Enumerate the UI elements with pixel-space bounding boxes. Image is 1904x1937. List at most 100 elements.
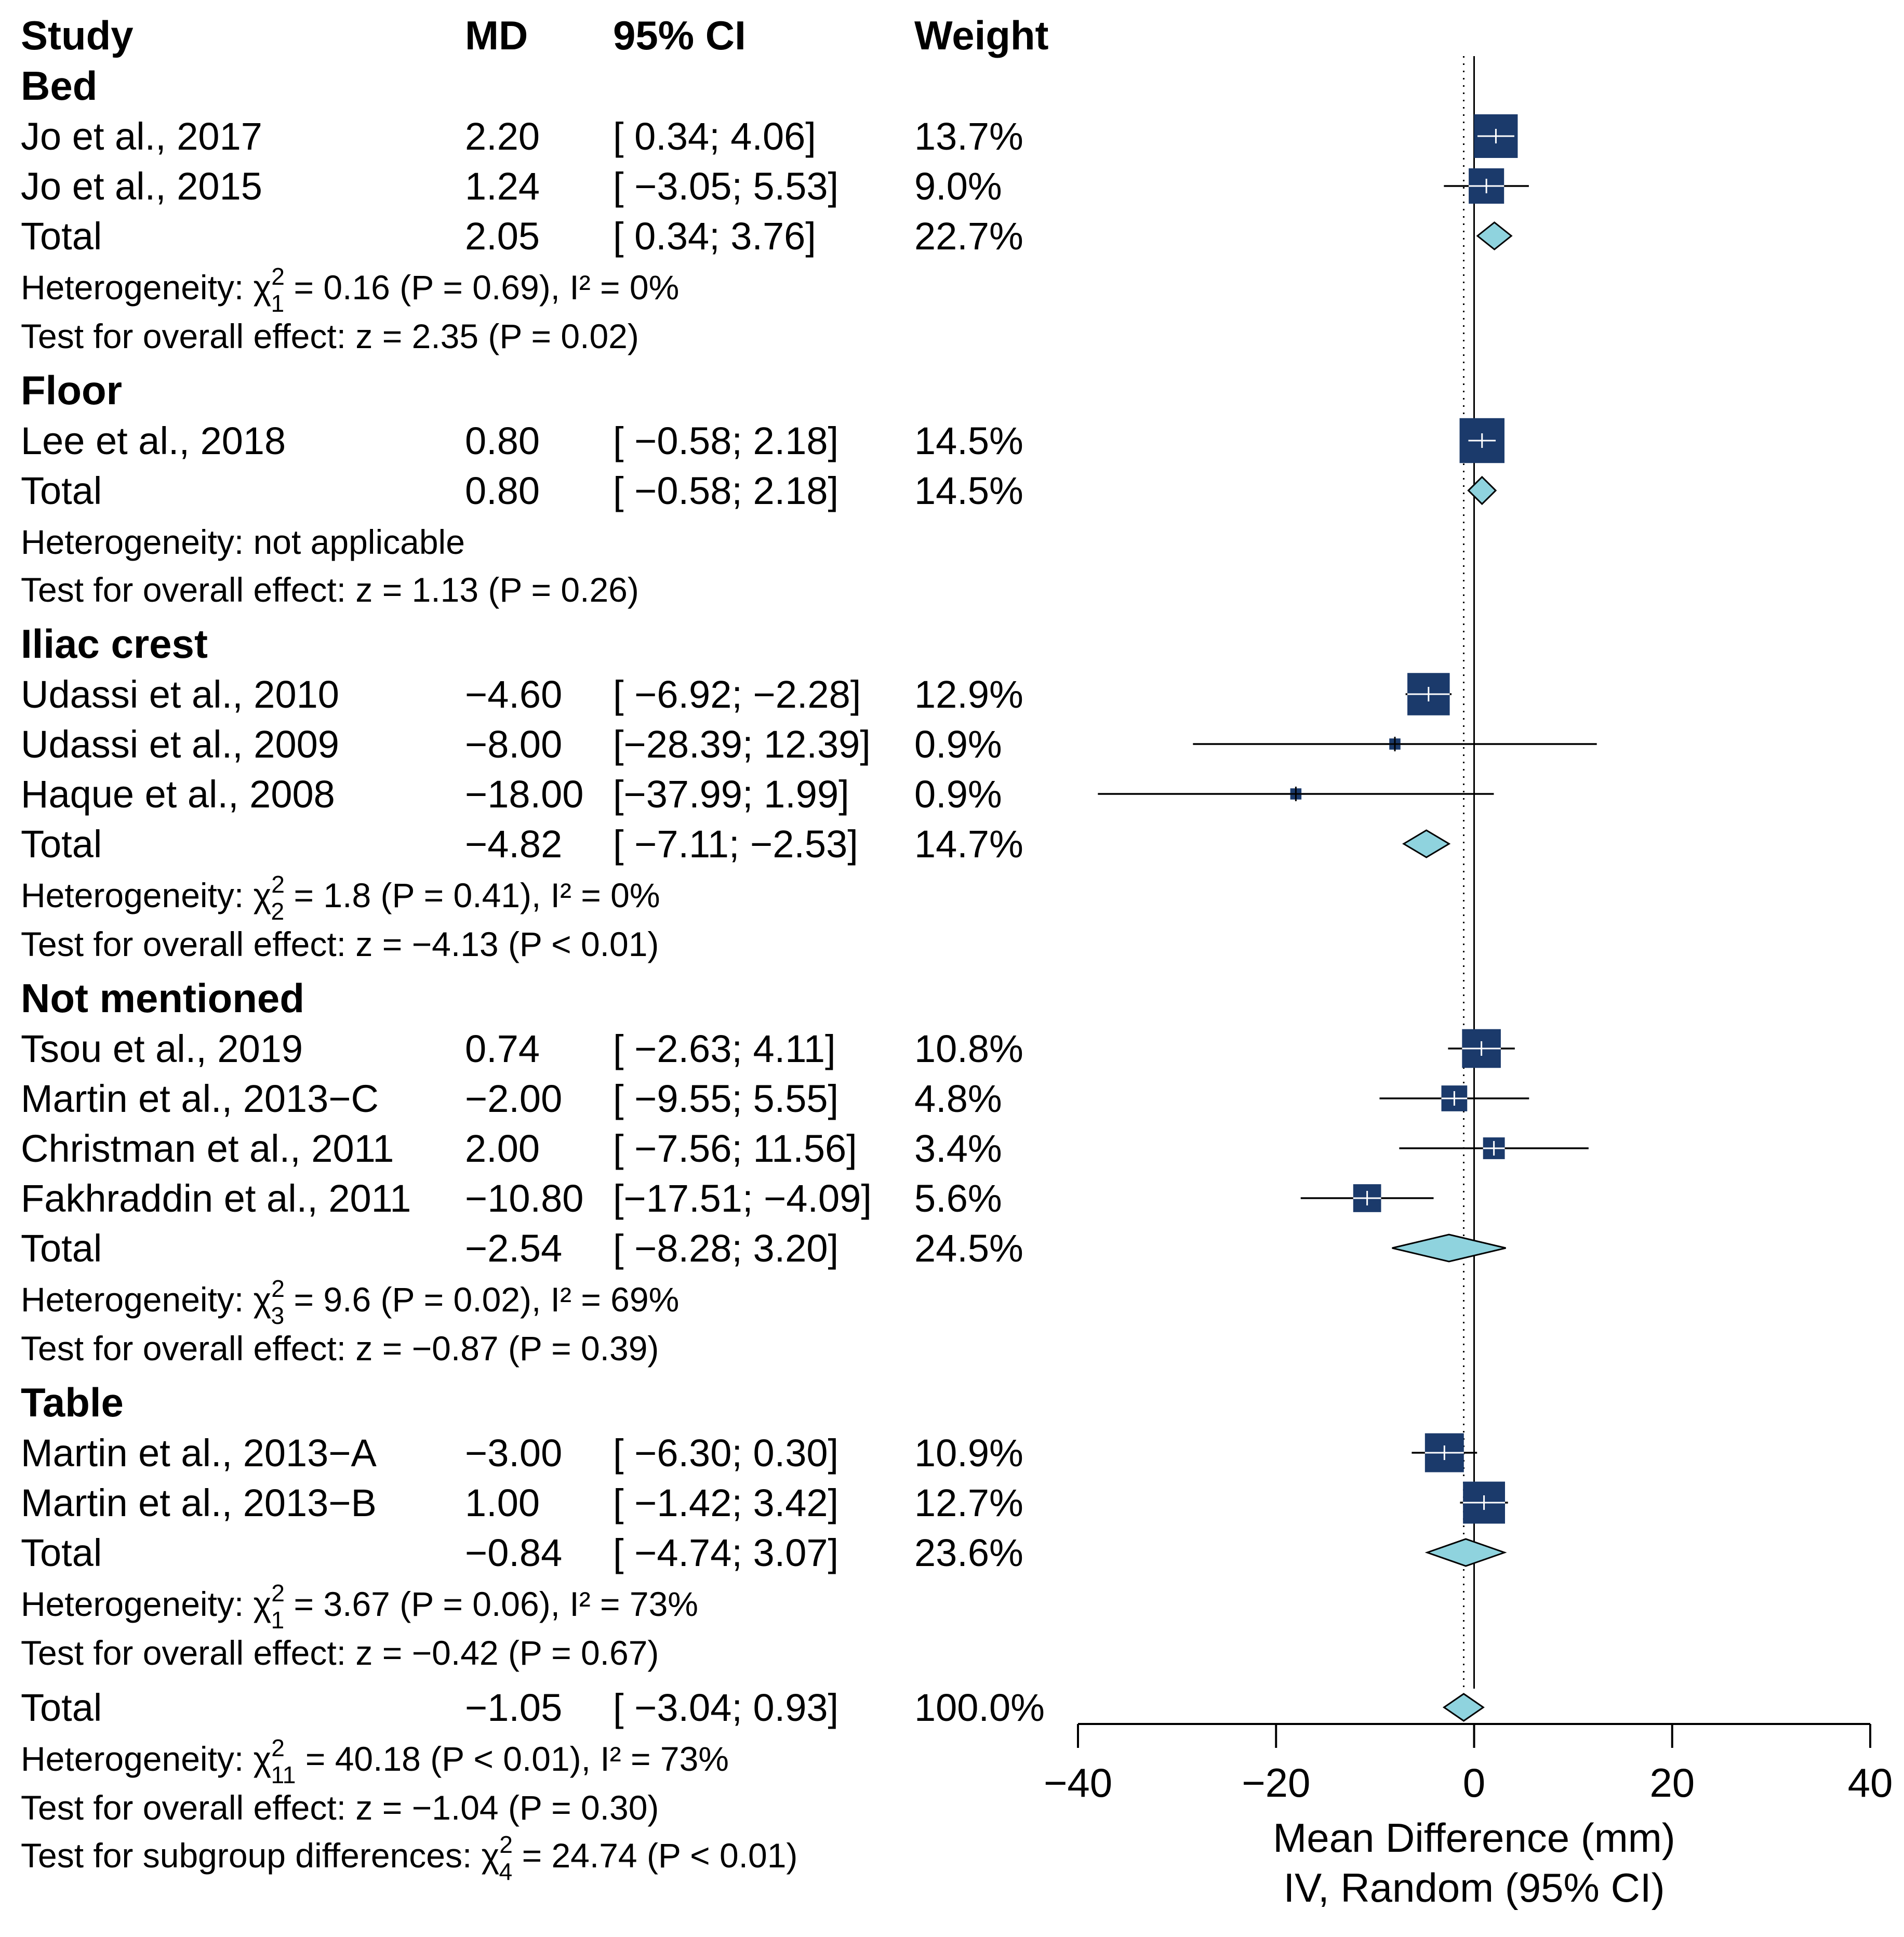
total-ci: [ −8.28; 3.20]: [613, 1227, 838, 1270]
heterogeneity-values: = 24.74 (P < 0.01): [512, 1836, 797, 1875]
study-md: −3.00: [465, 1431, 562, 1475]
chi-superscript: 2: [271, 1275, 285, 1302]
chi-superscript: 2: [271, 871, 285, 898]
total-name: Total: [21, 469, 102, 512]
study-name: Martin et al., 2013−B: [21, 1481, 377, 1524]
heterogeneity-values: = 40.18 (P < 0.01), I² = 73%: [296, 1740, 728, 1778]
total-ci: [ −4.74; 3.07]: [613, 1531, 838, 1574]
x-tick-label: 20: [1649, 1760, 1695, 1806]
study-weight: 12.9%: [914, 673, 1023, 716]
total-ci: [ −7.11; −2.53]: [613, 822, 858, 866]
total-name: Total: [21, 1227, 102, 1270]
heterogeneity-text: Test for subgroup differences: χ2 4 = 24.…: [21, 1831, 797, 1885]
chi-superscript: 2: [271, 1734, 285, 1761]
study-name: Jo et al., 2015: [21, 165, 262, 208]
study-ci: [−17.51; −4.09]: [613, 1177, 872, 1220]
chi-superscript: 2: [271, 1580, 285, 1607]
study-ci: [−28.39; 12.39]: [613, 723, 871, 766]
subgroup-heading: Not mentioned: [21, 975, 304, 1021]
test-note: Test for overall effect: z = −1.04 (P = …: [21, 1788, 659, 1827]
chi-subscript: 1: [271, 1607, 285, 1634]
heterogeneity-values: = 3.67 (P = 0.06), I² = 73%: [284, 1585, 698, 1623]
subgroup-heading: Bed: [21, 63, 97, 109]
study-name: Martin et al., 2013−C: [21, 1077, 379, 1120]
study-ci: [ −1.42; 3.42]: [613, 1481, 838, 1524]
total-weight: 23.6%: [914, 1531, 1023, 1574]
total-ci: [ 0.34; 3.76]: [613, 215, 816, 258]
heterogeneity-text: Heterogeneity: χ2 3 = 9.6 (P = 0.02), I² …: [21, 1275, 679, 1329]
study-weight: 5.6%: [914, 1177, 1002, 1220]
heterogeneity-label: Heterogeneity: χ: [21, 1585, 271, 1623]
subgroup-heading: Floor: [21, 367, 122, 413]
x-tick-label: 0: [1463, 1760, 1485, 1806]
study-ci: [ −9.55; 5.55]: [613, 1077, 838, 1120]
study-ci: [ 0.34; 4.06]: [613, 115, 816, 158]
total-ci: [ −0.58; 2.18]: [613, 469, 838, 512]
study-weight: 0.9%: [914, 723, 1002, 766]
total-md: 2.05: [465, 215, 540, 258]
total-weight: 14.5%: [914, 469, 1023, 512]
study-weight: 9.0%: [914, 165, 1002, 208]
total-md: 0.80: [465, 469, 540, 512]
header-study: Study: [21, 12, 134, 58]
total-md: −4.82: [465, 822, 562, 866]
chi-subscript: 1: [271, 290, 285, 317]
pooled-diamond: [1424, 1538, 1507, 1567]
total-weight: 100.0%: [914, 1686, 1045, 1729]
study-md: 1.00: [465, 1481, 540, 1524]
test-note: Test for overall effect: z = −4.13 (P < …: [21, 925, 659, 963]
pooled-diamond: [1402, 829, 1451, 858]
study-weight: 10.9%: [914, 1431, 1023, 1475]
heterogeneity-label: Heterogeneity: χ: [21, 268, 271, 307]
subgroup-heading: Table: [21, 1379, 124, 1425]
test-note: Heterogeneity: not applicable: [21, 523, 465, 561]
x-tick-label: 40: [1848, 1760, 1893, 1806]
total-name: Total: [21, 215, 102, 258]
study-weight: 12.7%: [914, 1481, 1023, 1524]
header-weight: Weight: [914, 12, 1049, 58]
pooled-diamond: [1476, 221, 1513, 250]
heterogeneity-text: Heterogeneity: χ2 1 = 3.67 (P = 0.06), I²…: [21, 1580, 698, 1634]
header-md: MD: [465, 12, 528, 58]
total-weight: 14.7%: [914, 822, 1023, 866]
pooled-diamond: [1467, 475, 1497, 506]
study-md: 0.74: [465, 1027, 540, 1070]
heterogeneity-values: = 0.16 (P = 0.69), I² = 0%: [284, 268, 679, 307]
study-weight: 3.4%: [914, 1127, 1002, 1170]
test-note: Test for overall effect: z = −0.87 (P = …: [21, 1329, 659, 1368]
total-name: Total: [21, 1531, 102, 1574]
test-note: Test for overall effect: z = 1.13 (P = 0…: [21, 571, 639, 609]
table-header: Study MD 95% CI Weight: [21, 12, 1049, 58]
chi-subscript: 4: [499, 1858, 513, 1885]
study-md: −18.00: [465, 773, 583, 816]
study-name: Udassi et al., 2010: [21, 673, 339, 716]
study-name: Christman et al., 2011: [21, 1127, 394, 1170]
study-weight: 0.9%: [914, 773, 1002, 816]
test-note: Test for overall effect: z = 2.35 (P = 0…: [21, 317, 639, 355]
study-name: Lee et al., 2018: [21, 419, 286, 462]
study-weight: 13.7%: [914, 115, 1023, 158]
study-md: 1.24: [465, 165, 540, 208]
heterogeneity-label: Test for subgroup differences: χ: [21, 1836, 499, 1875]
total-weight: 22.7%: [914, 215, 1023, 258]
pooled-diamond: [1392, 1233, 1506, 1263]
heterogeneity-label: Heterogeneity: χ: [21, 876, 271, 914]
heterogeneity-values: = 1.8 (P = 0.41), I² = 0%: [284, 876, 660, 914]
chi-subscript: 3: [271, 1302, 285, 1329]
x-axis: −40 −20 0 20 40 Mean Difference (mm)IV, Rando…: [1044, 1723, 1893, 1911]
study-weight: 14.5%: [914, 419, 1023, 462]
x-axis-title: Mean Difference (mm): [1273, 1815, 1675, 1861]
chi-subscript: 2: [271, 898, 285, 925]
x-tick-label: −20: [1242, 1760, 1310, 1806]
total-md: −0.84: [465, 1531, 562, 1574]
total-weight: 24.5%: [914, 1227, 1023, 1270]
chi-superscript: 2: [499, 1831, 513, 1858]
header-ci: 95% CI: [613, 12, 746, 58]
study-ci: [ −2.63; 4.11]: [613, 1027, 836, 1070]
study-name: Fakhraddin et al., 2011: [21, 1177, 411, 1220]
forest-rows: Bed Jo et al., 2017 2.20 [ 0.34; 4.06] 13.7%…: [21, 63, 1045, 1885]
heterogeneity-text: Heterogeneity: χ2 1 = 0.16 (P = 0.69), I²…: [21, 263, 679, 317]
study-ci: [ −6.30; 0.30]: [613, 1431, 838, 1475]
study-ci: [ −3.05; 5.53]: [613, 165, 838, 208]
